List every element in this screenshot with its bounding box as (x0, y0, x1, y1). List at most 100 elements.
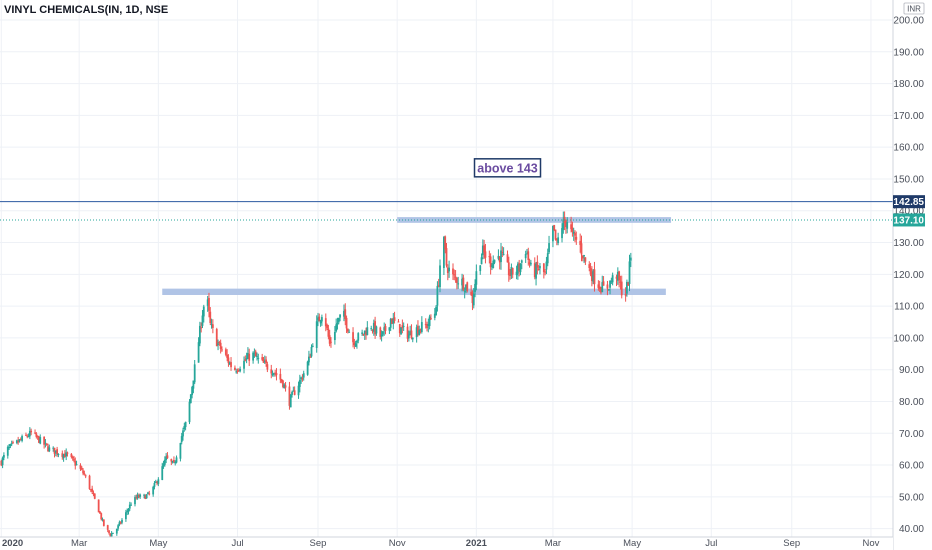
candle[interactable] (56, 446, 59, 457)
candle[interactable] (579, 233, 582, 253)
candle-body[interactable] (535, 263, 537, 279)
candle-body[interactable] (91, 488, 94, 492)
candle[interactable] (310, 344, 313, 358)
candle-body[interactable] (154, 481, 157, 483)
candle-body[interactable] (327, 328, 330, 337)
candle[interactable] (491, 263, 493, 271)
candle[interactable] (110, 531, 113, 537)
candle[interactable] (179, 442, 182, 462)
candle[interactable] (327, 324, 330, 340)
candle[interactable] (34, 429, 36, 435)
candle-body[interactable] (590, 272, 593, 281)
candle[interactable] (365, 327, 367, 340)
candle-body[interactable] (616, 271, 619, 281)
candle-body[interactable] (571, 227, 574, 232)
candle-body[interactable] (209, 311, 212, 323)
candle-body[interactable] (446, 267, 449, 274)
candle-body[interactable] (282, 380, 284, 387)
candle-body[interactable] (548, 243, 550, 253)
candle-body[interactable] (354, 343, 357, 347)
candle-body[interactable] (515, 271, 518, 276)
candle[interactable] (202, 304, 205, 323)
candle-body[interactable] (363, 330, 366, 334)
candle-body[interactable] (409, 331, 412, 336)
candle[interactable] (466, 281, 469, 293)
candle-body[interactable] (500, 250, 502, 263)
candle[interactable] (18, 439, 21, 443)
candle[interactable] (211, 319, 214, 334)
candle-body[interactable] (488, 256, 491, 258)
candle[interactable] (261, 353, 264, 362)
candle-body[interactable] (406, 326, 409, 339)
candle-body[interactable] (61, 453, 64, 457)
candle[interactable] (291, 390, 293, 398)
candle-body[interactable] (239, 369, 242, 372)
candle-body[interactable] (284, 385, 287, 388)
candle-body[interactable] (453, 274, 456, 276)
candle[interactable] (237, 368, 240, 372)
candle-body[interactable] (601, 282, 604, 293)
candle[interactable] (572, 227, 575, 241)
candle-body[interactable] (175, 457, 178, 463)
candlestick-series[interactable] (0, 211, 632, 538)
candle[interactable] (471, 290, 474, 311)
candle[interactable] (115, 528, 118, 536)
candle-body[interactable] (609, 280, 611, 288)
candle-body[interactable] (328, 335, 331, 344)
candle[interactable] (192, 380, 195, 394)
candle[interactable] (589, 262, 592, 277)
candle[interactable] (518, 259, 521, 277)
candle[interactable] (30, 428, 33, 436)
candle[interactable] (619, 275, 622, 290)
candle[interactable] (252, 351, 255, 364)
candle[interactable] (391, 318, 393, 325)
candle[interactable] (201, 309, 204, 329)
candle-body[interactable] (424, 324, 427, 326)
candle-body[interactable] (115, 529, 118, 534)
candle-body[interactable] (379, 327, 382, 337)
candle[interactable] (9, 443, 12, 449)
candle-body[interactable] (536, 261, 539, 268)
candle[interactable] (235, 368, 238, 374)
candle[interactable] (581, 254, 584, 262)
candle-body[interactable] (501, 252, 504, 254)
candle[interactable] (38, 435, 40, 444)
candle-body[interactable] (527, 251, 530, 260)
candle-body[interactable] (12, 442, 14, 444)
candle[interactable] (428, 314, 431, 330)
candle[interactable] (620, 275, 623, 299)
candle-body[interactable] (134, 497, 136, 505)
candle-body[interactable] (330, 341, 332, 343)
candle[interactable] (8, 444, 10, 451)
candle[interactable] (52, 446, 55, 452)
candle-body[interactable] (575, 236, 578, 240)
candle[interactable] (384, 323, 387, 335)
candle[interactable] (326, 323, 328, 330)
candle-body[interactable] (309, 356, 312, 358)
candle[interactable] (63, 450, 66, 458)
candle[interactable] (82, 468, 84, 476)
candle[interactable] (256, 352, 258, 361)
candle-body[interactable] (19, 439, 22, 441)
candle[interactable] (165, 453, 168, 464)
candle[interactable] (25, 432, 27, 436)
candle-body[interactable] (127, 509, 130, 512)
candle[interactable] (26, 434, 29, 439)
candle-body[interactable] (80, 467, 83, 470)
candle[interactable] (470, 285, 473, 296)
candle-body[interactable] (397, 321, 400, 323)
candle-body[interactable] (466, 282, 469, 291)
candle[interactable] (53, 447, 56, 458)
candle[interactable] (361, 329, 364, 337)
candle[interactable] (143, 493, 145, 499)
candle[interactable] (492, 255, 495, 269)
candle[interactable] (407, 330, 410, 342)
candle-body[interactable] (480, 257, 483, 265)
candle[interactable] (627, 281, 630, 286)
candle[interactable] (2, 452, 5, 461)
candle-body[interactable] (597, 284, 600, 288)
candle-body[interactable] (581, 255, 584, 259)
candle-body[interactable] (152, 486, 155, 495)
candle[interactable] (363, 330, 366, 340)
candle[interactable] (47, 443, 49, 453)
